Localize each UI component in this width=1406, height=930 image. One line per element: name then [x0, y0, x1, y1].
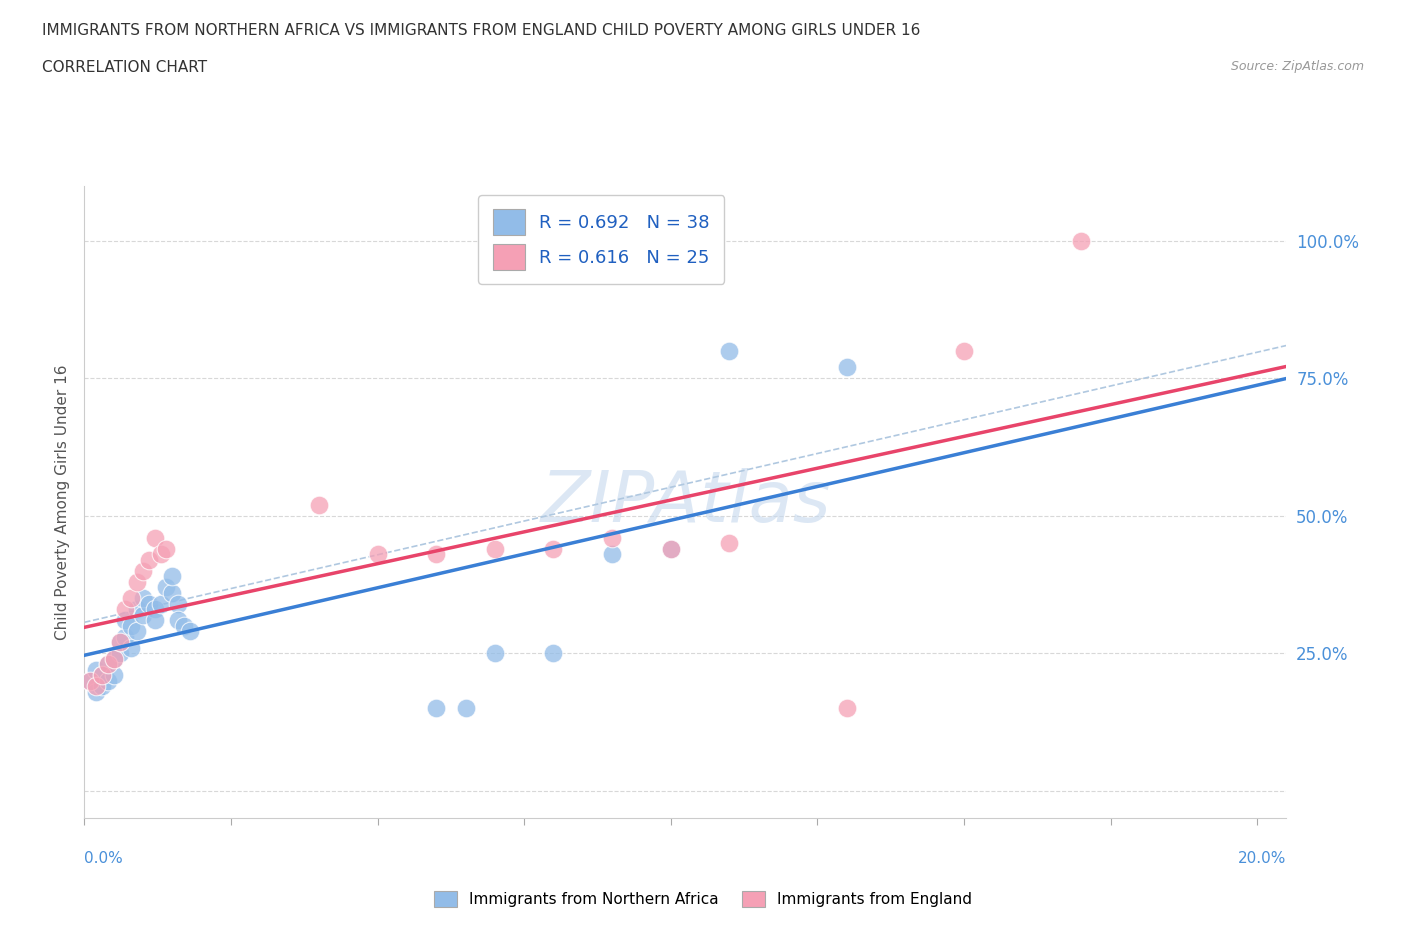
Point	[108, 635, 131, 650]
Point	[162, 586, 184, 601]
Point	[84, 662, 107, 677]
Point	[120, 618, 142, 633]
Point	[149, 547, 172, 562]
Text: Source: ZipAtlas.com: Source: ZipAtlas.com	[1230, 60, 1364, 73]
Point	[162, 569, 184, 584]
Point	[425, 701, 447, 716]
Point	[108, 646, 131, 661]
Point	[138, 552, 160, 567]
Point	[97, 673, 120, 688]
Point	[114, 602, 136, 617]
Point	[114, 630, 136, 644]
Point	[1070, 233, 1092, 248]
Point	[167, 613, 190, 628]
Text: 0.0%: 0.0%	[84, 851, 124, 866]
Point	[425, 547, 447, 562]
Point	[79, 673, 101, 688]
Text: CORRELATION CHART: CORRELATION CHART	[42, 60, 207, 75]
Point	[173, 618, 195, 633]
Point	[835, 701, 858, 716]
Point	[454, 701, 477, 716]
Point	[484, 541, 506, 556]
Point	[97, 657, 120, 671]
Point	[659, 541, 682, 556]
Point	[84, 684, 107, 699]
Point	[155, 541, 177, 556]
Point	[79, 673, 101, 688]
Point	[132, 607, 155, 622]
Text: IMMIGRANTS FROM NORTHERN AFRICA VS IMMIGRANTS FROM ENGLAND CHILD POVERTY AMONG G: IMMIGRANTS FROM NORTHERN AFRICA VS IMMIG…	[42, 23, 921, 38]
Point	[84, 679, 107, 694]
Point	[91, 668, 114, 683]
Point	[108, 635, 131, 650]
Point	[127, 575, 149, 590]
Text: ZIPAtlas: ZIPAtlas	[540, 468, 831, 537]
Point	[179, 624, 201, 639]
Point	[103, 668, 125, 683]
Y-axis label: Child Poverty Among Girls Under 16: Child Poverty Among Girls Under 16	[55, 365, 70, 640]
Point	[127, 624, 149, 639]
Point	[132, 564, 155, 578]
Point	[308, 498, 330, 512]
Text: 20.0%: 20.0%	[1239, 851, 1286, 866]
Point	[91, 679, 114, 694]
Point	[120, 641, 142, 656]
Point	[718, 343, 741, 358]
Point	[138, 596, 160, 611]
Point	[155, 580, 177, 595]
Point	[143, 530, 166, 545]
Point	[103, 652, 125, 667]
Point	[367, 547, 389, 562]
Point	[97, 657, 120, 671]
Point	[103, 652, 125, 667]
Point	[91, 668, 114, 683]
Point	[953, 343, 976, 358]
Point	[718, 536, 741, 551]
Point	[127, 602, 149, 617]
Point	[149, 596, 172, 611]
Legend: Immigrants from Northern Africa, Immigrants from England: Immigrants from Northern Africa, Immigra…	[427, 884, 979, 913]
Point	[600, 530, 623, 545]
Point	[600, 547, 623, 562]
Point	[143, 602, 166, 617]
Point	[659, 541, 682, 556]
Point	[484, 646, 506, 661]
Point	[132, 591, 155, 605]
Point	[543, 646, 565, 661]
Point	[114, 613, 136, 628]
Point	[835, 360, 858, 375]
Point	[143, 613, 166, 628]
Legend: R = 0.692   N = 38, R = 0.616   N = 25: R = 0.692 N = 38, R = 0.616 N = 25	[478, 195, 724, 284]
Point	[543, 541, 565, 556]
Point	[167, 596, 190, 611]
Point	[120, 591, 142, 605]
